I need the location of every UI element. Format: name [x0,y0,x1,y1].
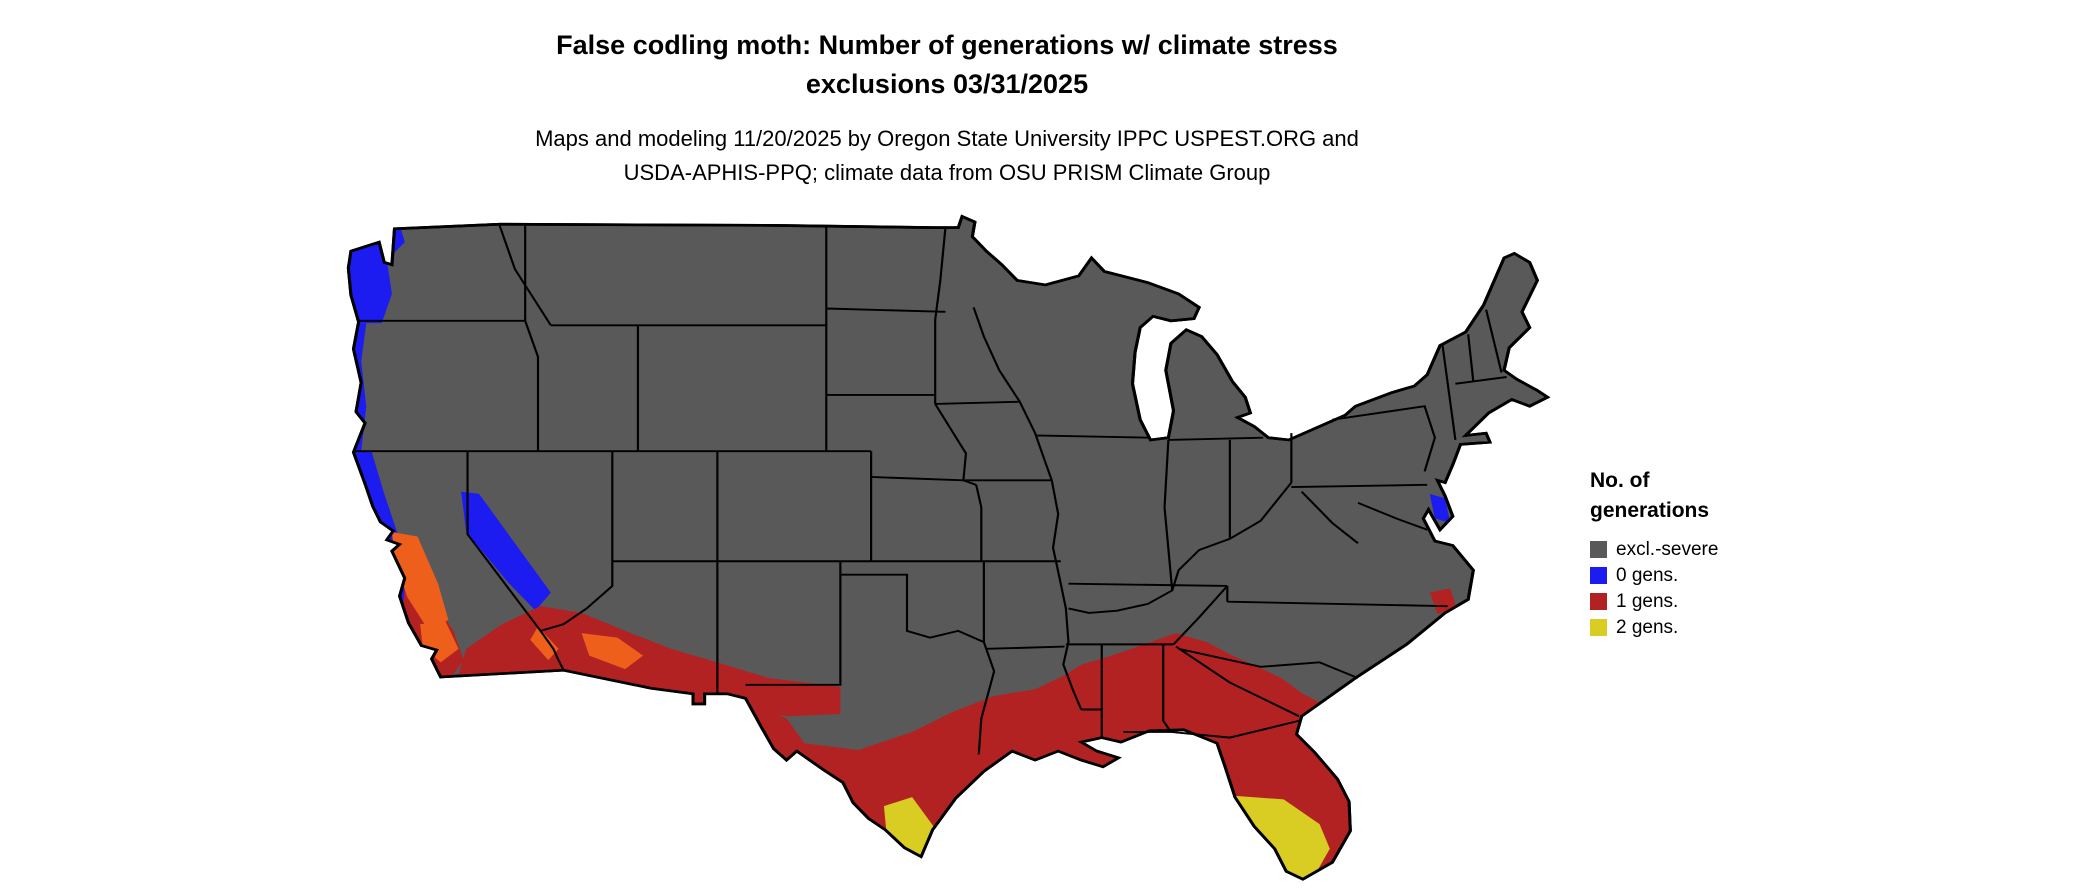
legend-label-1-gens: 1 gens. [1616,590,1679,612]
legend-swatch-0-gens [1590,566,1607,584]
legend-swatch-excl-severe [1590,540,1607,558]
map-subtitle-line1: Maps and modeling 11/20/2025 by Oregon S… [535,126,1359,151]
region-2-generations [883,794,1330,880]
legend-title: No. of generations [1590,466,1718,526]
legend-label-2-gens: 2 gens. [1616,616,1679,638]
map-subtitle-line2: USDA-APHIS-PPQ; climate data from OSU PR… [623,160,1271,185]
us-map-container [333,213,1563,887]
legend-items: excl.-severe 0 gens. 1 gens. 2 gens. [1590,536,1718,640]
legend-swatch-1-gens [1590,592,1607,610]
legend-title-line2: generations [1590,499,1710,522]
legend: No. of generations excl.-severe 0 gens. … [1590,466,1718,640]
legend-item-excl-severe: excl.-severe [1590,536,1718,562]
legend-item-1-gens: 1 gens. [1590,588,1718,614]
legend-label-0-gens: 0 gens. [1616,564,1679,586]
map-subtitle: Maps and modeling 11/20/2025 by Oregon S… [0,122,1894,190]
legend-item-2-gens: 2 gens. [1590,614,1718,640]
state-borders [353,225,1507,755]
map-title-line2: exclusions 03/31/2025 [805,69,1089,99]
map-title: False codling moth: Number of generation… [0,26,1894,104]
us-map [346,214,1550,881]
map-title-line1: False codling moth: Number of generation… [556,30,1338,60]
legend-title-line1: No. of [1590,469,1650,492]
legend-label-excl-severe: excl.-severe [1616,538,1719,560]
legend-item-0-gens: 0 gens. [1590,562,1718,588]
legend-swatch-2-gens [1590,618,1607,636]
